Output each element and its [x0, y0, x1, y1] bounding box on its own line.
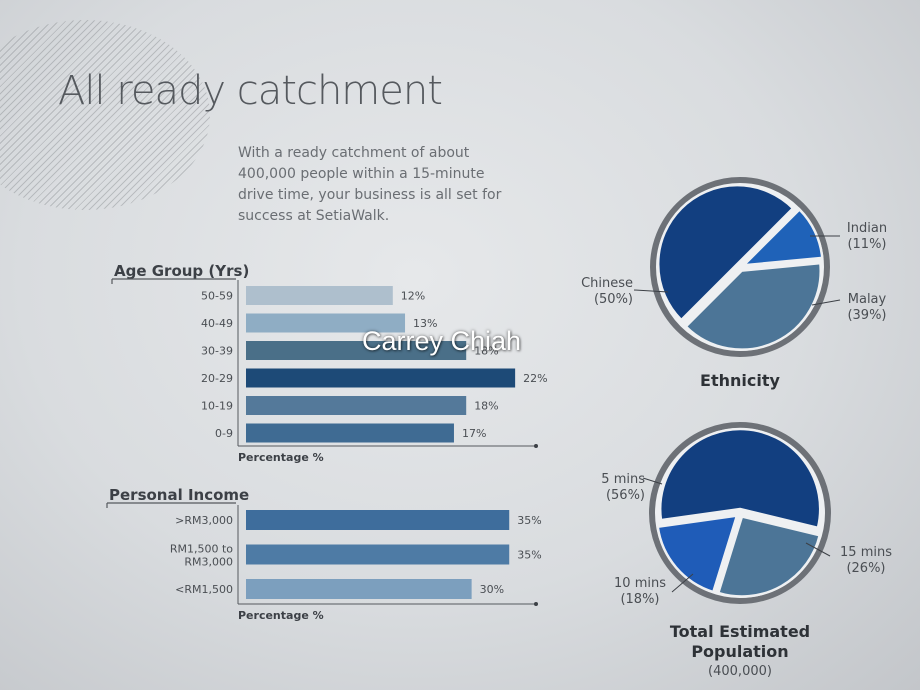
bar-value-label: 18% [474, 345, 498, 358]
watermark-text: Carrey Chiah [362, 326, 522, 356]
pie-slice-percent: (39%) [847, 308, 886, 323]
bar-category-label: <RM1,500 [175, 583, 233, 596]
personal-income-title: Personal Income [109, 486, 250, 504]
pie-leader-line [642, 477, 663, 485]
pie-slice [740, 207, 824, 267]
pie-slice-percent: (50%) [594, 292, 633, 307]
bar [246, 423, 454, 443]
bar-value-label: 30% [480, 583, 504, 596]
pie-title: Population [691, 642, 788, 661]
pie-slice-percent: (56%) [606, 488, 645, 503]
bar-category-line: RM3,000 [184, 556, 233, 569]
pie-slice [684, 261, 822, 351]
pie-slice-label: 5 mins [601, 472, 645, 487]
bar-value-label: 13% [413, 317, 437, 330]
bar-category-label: 0-9 [215, 427, 233, 440]
bar-category-label: 40-49 [201, 317, 233, 330]
pie-leader-line [811, 299, 841, 306]
bar-category-label: 30-39 [201, 345, 233, 358]
bar-category-line: RM1,500 to [170, 543, 233, 556]
bar [246, 313, 406, 333]
x-axis-label: Percentage % [238, 609, 324, 622]
bar-value-label: 17% [462, 427, 486, 440]
intro-line: With a ready catchment of about [238, 145, 470, 161]
age-group-title: Age Group (Yrs) [114, 262, 250, 280]
page-title: All ready catchment [58, 68, 443, 114]
pie-slice-label: 15 mins [840, 545, 892, 560]
bar [246, 368, 516, 388]
bar-value-label: 18% [474, 400, 498, 413]
pie-slice-label: 10 mins [614, 576, 666, 591]
pie-leader-line [671, 573, 694, 593]
bar [246, 396, 467, 415]
bar-value-label: 35% [517, 514, 541, 527]
bar-value-label: 22% [523, 372, 547, 385]
bar [246, 544, 510, 565]
bar-category-label: >RM3,000 [175, 514, 233, 527]
pie-slice-percent: (11%) [847, 237, 886, 252]
bar-category-label: 20-29 [201, 372, 233, 385]
pie-slice-label: Indian [847, 221, 887, 236]
axis-end-dot [534, 444, 538, 448]
pie-slice [657, 184, 795, 322]
bar-category-label: 50-59 [201, 290, 233, 303]
intro-line: drive time, your business is all set for [238, 187, 502, 203]
bar-category-label: 10-19 [201, 400, 233, 413]
bar [246, 579, 472, 599]
pie-slice [656, 514, 739, 594]
intro-paragraph: With a ready catchment of about 400,000 … [238, 143, 518, 227]
intro-line: success at SetiaWalk. [238, 208, 390, 224]
pie-slice-label: Malay [848, 292, 887, 307]
pie-slice-percent: (18%) [620, 592, 659, 607]
pie-leader-line [805, 542, 831, 557]
pie-title: Ethnicity [700, 371, 780, 390]
bar [246, 510, 510, 530]
pie-title: Total Estimated [670, 622, 810, 641]
bar [246, 286, 393, 305]
intro-line: 400,000 people within a 15-minute [238, 166, 485, 182]
bar-category-label: RM1,500 to RM3,000 [170, 543, 233, 569]
pie-subtitle: (400,000) [708, 664, 772, 679]
axis-end-dot [534, 602, 538, 606]
pie-slice [659, 427, 822, 530]
pie-slice-percent: (26%) [846, 561, 885, 576]
pie-slice-label: Chinese [581, 276, 633, 291]
decorative-stripe-circle [0, 20, 210, 210]
pie-leader-line [633, 289, 669, 293]
pie-slice [716, 514, 822, 598]
bar [246, 341, 467, 360]
bar-value-label: 35% [517, 549, 541, 562]
bar-value-label: 12% [401, 290, 425, 303]
x-axis-label: Percentage % [238, 451, 324, 464]
